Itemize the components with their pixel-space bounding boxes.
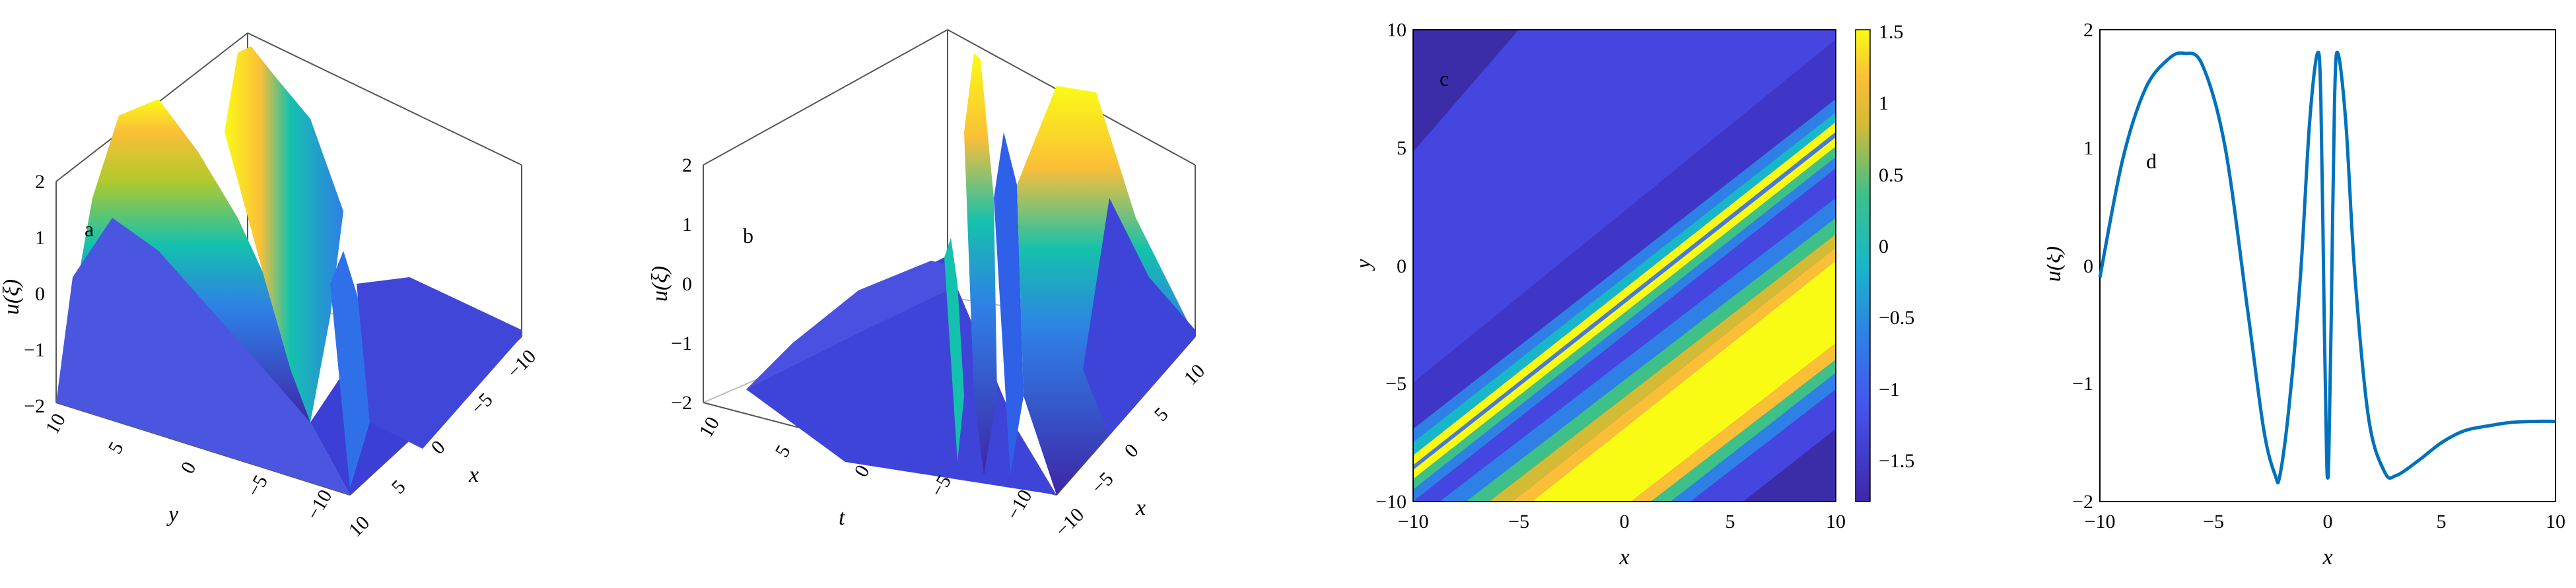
y-axis-label: u(ξ) bbox=[2047, 246, 2066, 282]
y-tick: 2 bbox=[2083, 19, 2093, 41]
y-axis-c: 10 5 0 −5 −10 y bbox=[1360, 19, 1407, 513]
panel-label-d: d bbox=[2146, 149, 2157, 173]
colorbar-tick: 1.5 bbox=[1879, 21, 1904, 43]
y-tick: −10 bbox=[1375, 491, 1407, 513]
z-axis-label: u(ξ) bbox=[648, 266, 672, 302]
x-tick: −10 bbox=[2085, 511, 2116, 533]
y-tick: 5 bbox=[104, 438, 127, 457]
colorbar-tick: −1 bbox=[1879, 379, 1900, 401]
t-tick: −10 bbox=[1002, 486, 1036, 523]
x-tick: 5 bbox=[1725, 511, 1735, 533]
t-tick: 5 bbox=[771, 441, 794, 461]
z-tick: 1 bbox=[35, 227, 45, 249]
y-tick: −1 bbox=[2072, 373, 2093, 395]
line-series bbox=[2098, 50, 2556, 484]
surface-plot-a: 2 1 0 −1 −2 u(ξ) 10 5 0 −5 −10 y 10 5 0 … bbox=[0, 32, 540, 541]
x-tick: 10 bbox=[1826, 511, 1846, 533]
y-tick: 5 bbox=[1397, 137, 1407, 159]
z-tick: 2 bbox=[35, 171, 45, 193]
y-tick: −2 bbox=[2072, 491, 2093, 513]
x-tick: −5 bbox=[1088, 468, 1118, 498]
y-tick: 10 bbox=[1387, 19, 1407, 41]
panel-label-c: c bbox=[1440, 67, 1449, 90]
panel-label-a: a bbox=[85, 217, 94, 241]
y-tick: −5 bbox=[242, 471, 272, 500]
z-tick: 0 bbox=[35, 283, 45, 305]
x-axis-c: −10 −5 0 5 10 x bbox=[1398, 511, 1846, 570]
x-tick: −5 bbox=[1508, 511, 1529, 533]
z-tick: −1 bbox=[24, 339, 45, 361]
x-axis-label: x bbox=[1619, 545, 1629, 570]
t-tick: 10 bbox=[695, 413, 724, 441]
surface-mesh-b bbox=[746, 53, 1195, 495]
y-tick: 0 bbox=[2083, 255, 2093, 277]
x-axis-d: −10 −5 0 5 10 x bbox=[2085, 511, 2565, 570]
plot-frame bbox=[2099, 29, 2556, 502]
y-axis-label: y bbox=[166, 502, 179, 527]
y-tick: −10 bbox=[302, 486, 336, 523]
x-tick: 5 bbox=[1150, 403, 1173, 426]
z-tick: −1 bbox=[671, 333, 692, 354]
surface-mesh-a bbox=[56, 46, 522, 495]
z-tick: 2 bbox=[682, 154, 692, 176]
y-tick: −5 bbox=[1385, 373, 1407, 395]
x-tick: 10 bbox=[2546, 511, 2565, 533]
y-tick: 0 bbox=[1397, 255, 1407, 277]
x-tick: 0 bbox=[1121, 440, 1143, 462]
heatmap-field bbox=[1413, 30, 1836, 502]
colorbar-tick: −0.5 bbox=[1879, 307, 1914, 329]
surface-plot-b: 2 1 0 −1 −2 u(ξ) 10 5 0 −5 −10 t −10 −5 … bbox=[648, 29, 1210, 541]
x-tick: 10 bbox=[345, 511, 374, 541]
x-tick: 0 bbox=[427, 436, 450, 459]
x-axis-label: x bbox=[468, 463, 479, 487]
colorbar: 1.5 1 0.5 0 −0.5 −1 −1.5 bbox=[1855, 21, 1914, 502]
z-tick: 1 bbox=[682, 214, 692, 236]
panel-label-b: b bbox=[743, 224, 753, 247]
x-axis-label: x bbox=[1135, 496, 1146, 520]
y-axis-d: 2 1 0 −1 −2 u(ξ) bbox=[2047, 19, 2093, 513]
x-tick: 0 bbox=[2323, 511, 2333, 533]
colorbar-tick: −1.5 bbox=[1879, 450, 1914, 472]
y-tick: 1 bbox=[2083, 137, 2093, 159]
x-tick: −5 bbox=[2203, 511, 2224, 533]
colorbar-tick: 0.5 bbox=[1879, 164, 1904, 186]
line-plot-d: d −10 −5 0 5 10 x 2 1 0 −1 −2 u(ξ) bbox=[2047, 19, 2565, 570]
t-axis-label: t bbox=[839, 506, 846, 530]
z-tick: 0 bbox=[682, 273, 692, 295]
y-tick: 0 bbox=[176, 458, 200, 477]
colorbar-tick: 1 bbox=[1879, 92, 1889, 114]
series-line bbox=[2098, 50, 2556, 484]
x-tick: 5 bbox=[2437, 511, 2447, 533]
colorbar-tick: 0 bbox=[1879, 236, 1889, 257]
x-axis-label: x bbox=[2322, 545, 2332, 570]
x-tick: 5 bbox=[388, 476, 410, 498]
x-tick: −10 bbox=[1051, 504, 1089, 541]
z-axis-label: u(ξ) bbox=[0, 279, 24, 315]
z-tick: −2 bbox=[24, 395, 45, 417]
heatmap-c: c −10 −5 0 5 10 x 10 5 0 −5 −10 y 1.5 1 … bbox=[1360, 19, 1914, 570]
z-tick: −2 bbox=[671, 392, 692, 414]
z-axis-b: 2 1 0 −1 −2 u(ξ) bbox=[648, 154, 692, 414]
z-axis-a: 2 1 0 −1 −2 u(ξ) bbox=[0, 171, 45, 417]
heatmap-frame bbox=[1412, 29, 1836, 502]
y-tick: 10 bbox=[41, 410, 70, 438]
x-tick: 10 bbox=[1180, 360, 1210, 389]
y-axis-label: y bbox=[1360, 259, 1375, 271]
x-tick: −10 bbox=[1398, 511, 1429, 533]
x-tick: 0 bbox=[1620, 511, 1630, 533]
